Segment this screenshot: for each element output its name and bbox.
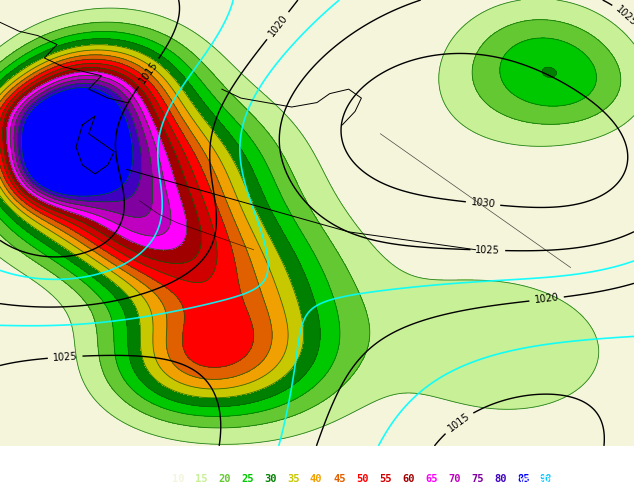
Text: 65: 65 bbox=[425, 474, 437, 484]
Text: 50: 50 bbox=[356, 474, 368, 484]
Text: 1015: 1015 bbox=[446, 411, 472, 434]
Text: 80: 80 bbox=[494, 474, 507, 484]
Text: 85: 85 bbox=[517, 474, 529, 484]
Text: 1030: 1030 bbox=[470, 197, 496, 210]
Text: 1025: 1025 bbox=[53, 351, 78, 363]
Text: 1015: 1015 bbox=[138, 60, 160, 86]
Text: 1020: 1020 bbox=[266, 13, 289, 39]
Text: 10: 10 bbox=[172, 474, 184, 484]
Text: Isotachs 10m (km/h): Isotachs 10m (km/h) bbox=[3, 474, 122, 484]
Text: Surface pressure [hPa] ECMWF: Surface pressure [hPa] ECMWF bbox=[3, 453, 178, 463]
Text: 55: 55 bbox=[379, 474, 392, 484]
Text: 70: 70 bbox=[448, 474, 460, 484]
Text: 1025: 1025 bbox=[614, 4, 634, 28]
Text: 45: 45 bbox=[333, 474, 346, 484]
Text: 35: 35 bbox=[287, 474, 299, 484]
Text: 1025: 1025 bbox=[476, 245, 500, 255]
Text: 15: 15 bbox=[195, 474, 207, 484]
Text: 20: 20 bbox=[218, 474, 231, 484]
Text: 30: 30 bbox=[264, 474, 276, 484]
Text: 40: 40 bbox=[310, 474, 323, 484]
Text: 60: 60 bbox=[402, 474, 415, 484]
Text: 90: 90 bbox=[540, 474, 552, 484]
Text: 1020: 1020 bbox=[534, 293, 559, 305]
Text: © weatheronline.co.uk: © weatheronline.co.uk bbox=[508, 474, 631, 484]
Text: Th 02-05-2024 00:00 UTC (06+18): Th 02-05-2024 00:00 UTC (06+18) bbox=[437, 453, 631, 463]
Text: 25: 25 bbox=[241, 474, 254, 484]
Text: 75: 75 bbox=[471, 474, 484, 484]
